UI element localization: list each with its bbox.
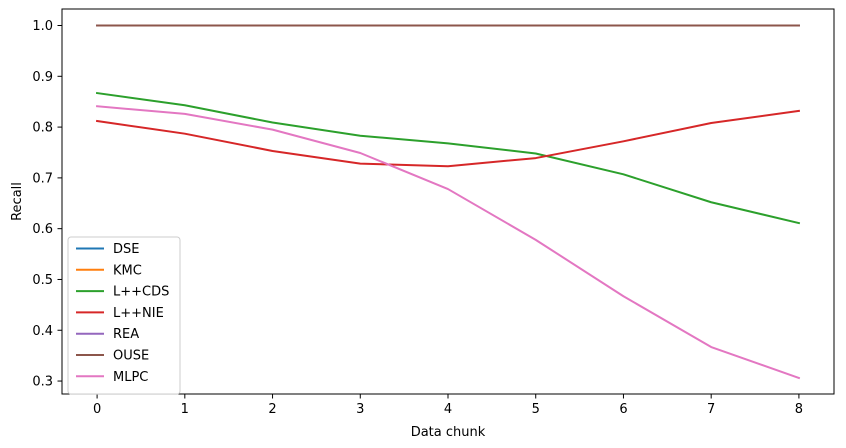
x-tick-label: 7 <box>707 402 715 417</box>
series-line-mlpc <box>96 105 801 380</box>
y-tick-label: 0.6 <box>32 222 53 237</box>
series-lines <box>95 24 801 380</box>
x-tick-label: 3 <box>356 402 364 417</box>
y-tick-label: 0.7 <box>32 171 53 186</box>
y-axis-ticks: 0.3 0.4 0.5 0.6 0.7 0.8 0.9 1.0 <box>32 19 62 390</box>
x-tick-label: 1 <box>181 402 189 417</box>
y-axis-label: Recall <box>10 182 25 221</box>
x-axis-label: Data chunk <box>411 425 486 440</box>
series-line-l-cds <box>95 91 801 225</box>
x-tick-label: 8 <box>795 402 803 417</box>
x-axis-ticks: 0 1 2 3 4 5 6 7 8 <box>93 394 803 417</box>
legend-entry: OUSE <box>113 349 149 364</box>
legend-entry: MLPC <box>113 370 148 385</box>
y-tick-label: 0.9 <box>32 70 53 85</box>
legend: DSE KMC L++CDS L++NIE REA OUSE MLPC <box>67 236 181 395</box>
x-tick-label: 4 <box>444 402 452 417</box>
y-tick-label: 0.3 <box>32 375 53 390</box>
x-tick-label: 2 <box>268 402 276 417</box>
legend-entry: L++NIE <box>113 306 164 321</box>
y-tick-label: 0.8 <box>32 121 53 136</box>
legend-entry: DSE <box>113 242 139 257</box>
legend-entry: REA <box>113 327 139 342</box>
series-line-l-nie <box>95 109 801 168</box>
x-tick-label: 6 <box>619 402 627 417</box>
y-tick-label: 0.5 <box>32 273 53 288</box>
legend-entry: KMC <box>113 263 142 278</box>
x-tick-label: 5 <box>532 402 540 417</box>
x-tick-label: 0 <box>93 402 101 417</box>
legend-entry: L++CDS <box>113 285 169 300</box>
y-tick-label: 0.4 <box>32 324 53 339</box>
y-tick-label: 1.0 <box>32 19 53 34</box>
